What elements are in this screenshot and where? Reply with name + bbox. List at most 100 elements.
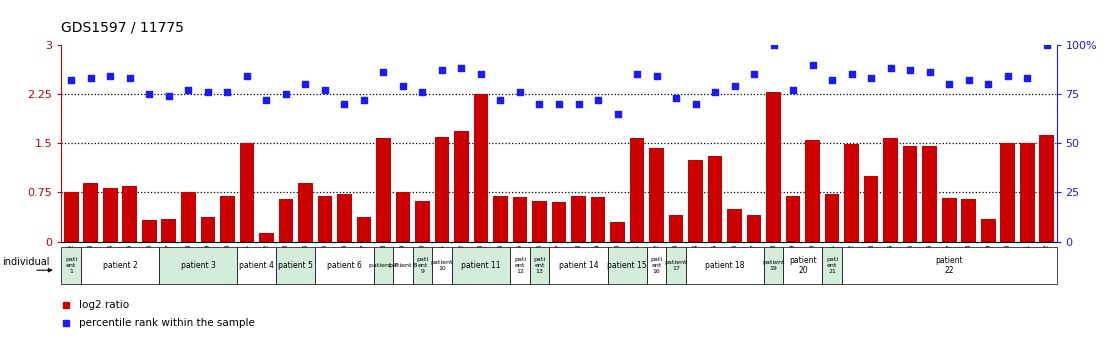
Point <box>63 78 80 83</box>
Bar <box>766 92 781 242</box>
Text: percentile rank within the sample: percentile rank within the sample <box>79 318 255 328</box>
Point <box>433 68 451 73</box>
Bar <box>532 201 547 242</box>
Bar <box>650 148 664 242</box>
Point <box>921 70 939 75</box>
Text: patient 7: patient 7 <box>369 263 398 268</box>
Bar <box>980 219 995 241</box>
Bar <box>825 194 840 242</box>
Point <box>569 101 587 107</box>
Bar <box>728 209 742 242</box>
Bar <box>608 247 647 284</box>
Bar <box>159 247 237 284</box>
Text: patient
17: patient 17 <box>665 260 688 271</box>
Bar <box>513 197 528 241</box>
Point <box>375 70 392 75</box>
Bar <box>510 247 530 284</box>
Bar <box>474 94 489 241</box>
Bar <box>551 202 567 242</box>
Point <box>335 101 353 107</box>
Point <box>453 66 471 71</box>
Bar <box>1001 143 1015 241</box>
Bar <box>433 247 452 284</box>
Point <box>940 81 958 87</box>
Point <box>121 76 139 81</box>
Bar <box>84 183 98 241</box>
Point <box>531 101 549 107</box>
Bar <box>376 138 390 241</box>
Point <box>979 81 997 87</box>
Bar <box>80 247 159 284</box>
Text: patient 8: patient 8 <box>389 263 417 268</box>
Bar <box>239 143 254 241</box>
Text: patient 5: patient 5 <box>278 261 313 270</box>
Bar <box>435 137 449 242</box>
Point <box>667 95 685 101</box>
Bar <box>61 247 80 284</box>
Point <box>82 76 100 81</box>
Bar <box>747 215 761 242</box>
Point <box>784 87 802 93</box>
Text: pati
ent
16: pati ent 16 <box>651 257 663 274</box>
Point <box>394 83 411 89</box>
Point <box>102 73 120 79</box>
Bar <box>590 197 605 241</box>
Bar <box>315 247 373 284</box>
Bar <box>181 192 196 242</box>
Bar <box>161 219 177 241</box>
Bar <box>610 222 625 242</box>
Text: patient
19: patient 19 <box>762 260 785 271</box>
Bar <box>278 199 293 242</box>
Bar <box>842 247 1057 284</box>
Bar <box>629 138 644 241</box>
Bar <box>142 220 157 242</box>
Point <box>1018 76 1036 81</box>
Bar <box>415 201 429 242</box>
Bar <box>454 131 468 241</box>
Bar <box>103 188 117 241</box>
Point <box>647 73 665 79</box>
Point <box>316 87 334 93</box>
Bar <box>647 247 666 284</box>
Point <box>882 66 900 71</box>
Bar <box>299 183 313 241</box>
Bar <box>1020 143 1034 241</box>
Bar <box>123 186 138 242</box>
Bar <box>669 215 683 242</box>
Point <box>296 81 314 87</box>
Text: log2 ratio: log2 ratio <box>79 300 130 310</box>
Bar <box>530 247 549 284</box>
Bar <box>452 247 510 284</box>
Text: individual: individual <box>2 257 49 267</box>
Point <box>550 101 568 107</box>
Point <box>160 93 178 99</box>
Bar <box>571 196 586 242</box>
Point <box>277 91 295 97</box>
Text: patient 3: patient 3 <box>181 261 216 270</box>
Point <box>472 71 490 77</box>
Bar <box>784 247 823 284</box>
Bar <box>922 147 937 242</box>
Bar <box>259 233 274 242</box>
Point <box>199 89 217 95</box>
Text: pati
ent
21: pati ent 21 <box>826 257 838 274</box>
Text: pati
ent
13: pati ent 13 <box>533 257 546 274</box>
Point <box>238 73 256 79</box>
Point <box>804 62 822 67</box>
Text: patient 2: patient 2 <box>103 261 138 270</box>
Point <box>707 89 724 95</box>
Point <box>862 76 880 81</box>
Bar <box>549 247 608 284</box>
Point <box>257 97 275 103</box>
Text: pati
ent
1: pati ent 1 <box>65 257 77 274</box>
Text: patient
10: patient 10 <box>430 260 453 271</box>
Text: patient
22: patient 22 <box>936 256 963 275</box>
Point <box>608 111 626 117</box>
Bar <box>493 196 508 242</box>
Text: patient 18: patient 18 <box>705 261 745 270</box>
Bar <box>961 199 976 242</box>
Text: patient 4: patient 4 <box>239 261 274 270</box>
Point <box>959 78 977 83</box>
Point <box>765 42 783 48</box>
Bar <box>685 247 764 284</box>
